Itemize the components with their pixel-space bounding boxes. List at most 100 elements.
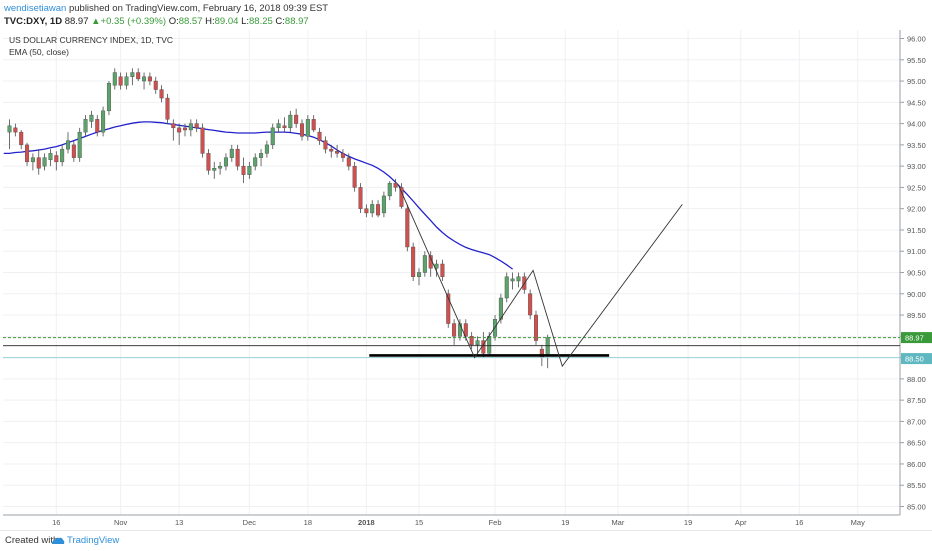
candle-body <box>159 89 164 99</box>
candle <box>264 140 269 158</box>
candle-body <box>89 114 94 122</box>
price-tick-label: 86.00 <box>907 460 926 469</box>
price-tick-label: 87.00 <box>907 417 926 426</box>
candle <box>147 72 152 86</box>
candle <box>376 200 381 218</box>
last-price-label-text: 88.97 <box>905 334 924 343</box>
candle <box>223 153 228 171</box>
time-tick-label: Dec <box>243 518 257 527</box>
open-label: O: <box>168 16 179 27</box>
candle-body <box>36 157 41 169</box>
close-value: 88.97 <box>284 16 309 27</box>
legend-title: US DOLLAR CURRENCY INDEX, 1D, TVC <box>9 35 174 45</box>
candle-body <box>364 208 369 214</box>
candle-body <box>452 323 457 337</box>
candle-body <box>399 187 404 207</box>
candle-body <box>7 125 12 133</box>
candle-body <box>510 278 515 282</box>
time-tick-label: 13 <box>175 518 183 527</box>
candle <box>229 144 234 162</box>
candle-body <box>259 153 264 158</box>
top-bar: wendisetiawan published on TradingView.c… <box>0 0 932 30</box>
candle <box>346 153 351 171</box>
candle <box>42 153 47 171</box>
candle-body <box>446 293 451 324</box>
price-axis[interactable]: 96.00 95.50 95.00 94.50 94.00 93.50 93.00 92.50… <box>900 35 932 512</box>
candle <box>83 115 88 137</box>
candle <box>446 289 451 328</box>
time-axis[interactable]: 16 Nov 13 Dec 18 2018 15 Feb 19 Mar 19 Apr 16 May <box>52 518 865 527</box>
candle <box>177 123 182 145</box>
candle <box>335 144 340 158</box>
candle <box>294 108 299 128</box>
price-tick-label: 90.00 <box>907 290 926 299</box>
candle <box>440 259 445 282</box>
candle <box>305 115 310 141</box>
candle-body <box>60 148 65 163</box>
price-tick-label: 85.50 <box>907 481 926 490</box>
candle-body <box>30 157 35 163</box>
candle <box>469 332 474 350</box>
tradingview-brand[interactable]: TradingView <box>67 535 120 546</box>
candle-body <box>504 276 509 299</box>
candle <box>89 110 94 128</box>
pattern-trendline <box>398 185 683 368</box>
candle-body <box>200 127 205 154</box>
drawing-layer <box>3 185 900 368</box>
candle-body <box>417 272 422 277</box>
close-label: C: <box>275 16 285 27</box>
candle <box>235 144 240 171</box>
candle <box>30 153 35 171</box>
candle <box>7 119 12 150</box>
candle-body <box>329 148 334 152</box>
price-tick-label: 88.00 <box>907 375 926 384</box>
author-link[interactable]: wendisetiawan <box>4 3 67 14</box>
candle <box>300 119 305 141</box>
grid <box>3 30 900 515</box>
candle-body <box>305 119 310 137</box>
candle <box>340 149 345 162</box>
symbol-label: TVC:DXY, 1D <box>4 16 63 27</box>
candle <box>171 119 176 141</box>
candle-body <box>25 144 30 163</box>
chart-area[interactable]: 96.00 95.50 95.00 94.50 94.00 93.50 93.00 92.50… <box>0 30 932 530</box>
tradingview-logo-icon <box>52 537 65 544</box>
candle <box>218 161 223 175</box>
candle <box>54 151 59 171</box>
candle <box>259 149 264 167</box>
candle <box>77 127 82 162</box>
price-tick-label: 86.50 <box>907 439 926 448</box>
candle-layer <box>7 68 550 369</box>
candle <box>65 132 70 154</box>
candle <box>25 142 30 167</box>
candle <box>159 85 164 103</box>
price-tick-label: 90.50 <box>907 269 926 278</box>
candle <box>200 123 205 158</box>
candle <box>101 106 106 137</box>
price-tick-label: 95.50 <box>907 56 926 65</box>
candle <box>270 123 275 150</box>
time-tick-label: 16 <box>795 518 803 527</box>
candle <box>106 81 111 116</box>
time-tick-label: 19 <box>561 518 569 527</box>
candle-body <box>270 127 275 146</box>
time-tick-label: 19 <box>684 518 692 527</box>
candle-body <box>276 123 281 129</box>
candle <box>545 334 550 369</box>
candle <box>393 178 398 192</box>
price-tick-label: 87.50 <box>907 396 926 405</box>
candle <box>358 183 363 213</box>
candle-body <box>247 165 252 175</box>
candle-body <box>405 208 410 248</box>
candle <box>165 93 170 124</box>
time-tick-label: Nov <box>114 518 128 527</box>
candle-body <box>235 148 240 167</box>
candle-body <box>381 195 386 214</box>
candle-body <box>498 297 503 320</box>
candle-body <box>188 123 193 131</box>
candle-body <box>528 293 533 316</box>
candle-body <box>241 165 246 175</box>
candle <box>434 259 439 277</box>
candle <box>516 272 521 288</box>
price-chart[interactable]: 96.00 95.50 95.00 94.50 94.00 93.50 93.00 92.50… <box>0 30 932 530</box>
